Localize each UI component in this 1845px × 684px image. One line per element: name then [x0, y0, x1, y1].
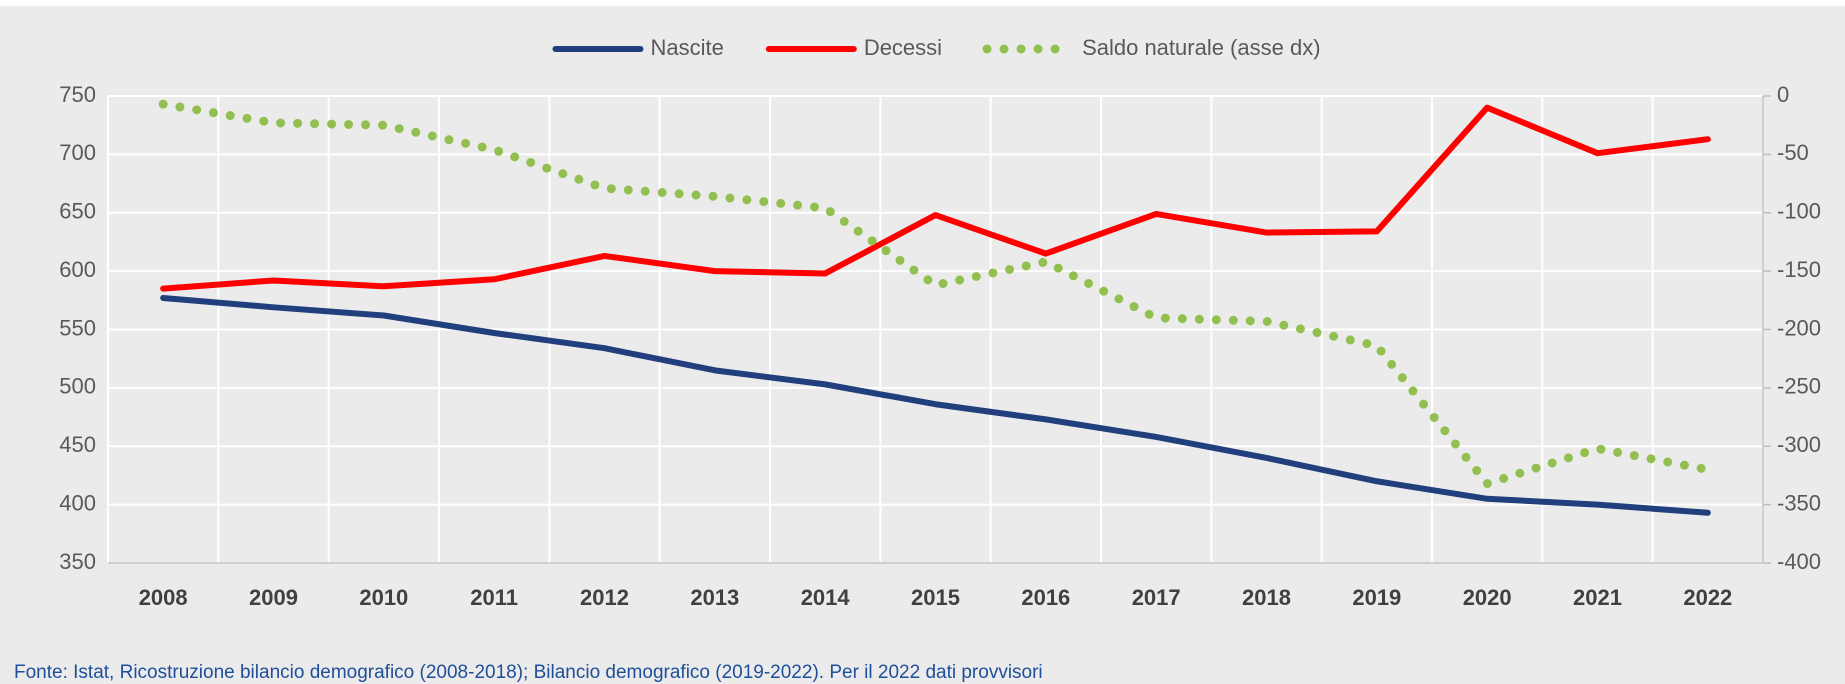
x-tick-label: 2011 [470, 585, 518, 610]
y-tick-label: 450 [59, 432, 96, 457]
x-tick-label: 2018 [1242, 585, 1291, 610]
y2-tick-label: -350 [1777, 490, 1821, 515]
y-tick-label: 350 [59, 549, 96, 574]
y2-tick-label: -400 [1777, 549, 1821, 574]
legend-label: Saldo naturale (asse dx) [1082, 35, 1320, 60]
y-tick-label: 400 [59, 490, 96, 515]
x-tick-label: 2008 [139, 585, 188, 610]
y-tick-label: 650 [59, 199, 96, 224]
x-tick-label: 2014 [801, 585, 851, 610]
legend-label: Nascite [650, 35, 723, 60]
x-tick-label: 2016 [1021, 585, 1070, 610]
y2-tick-label: -300 [1777, 432, 1821, 457]
x-tick-label: 2022 [1683, 585, 1732, 610]
y-tick-label: 500 [59, 374, 96, 399]
x-tick-label: 2010 [359, 585, 408, 610]
y2-tick-label: 0 [1777, 82, 1789, 107]
series-line [160, 294, 1711, 516]
y2-tick-label: -150 [1777, 257, 1821, 282]
x-tick-label: 2012 [580, 585, 629, 610]
y2-tick-label: -250 [1777, 374, 1821, 399]
y-tick-label: 700 [59, 140, 96, 165]
series-line [160, 104, 1711, 292]
x-tick-label: 2009 [249, 585, 298, 610]
x-tick-label: 2019 [1352, 585, 1401, 610]
y2-tick-label: -50 [1777, 140, 1809, 165]
legend-label: Decessi [864, 35, 942, 60]
x-tick-label: 2020 [1463, 585, 1512, 610]
y2-tick-label: -200 [1777, 315, 1821, 340]
y-tick-label: 750 [59, 82, 96, 107]
top-border [0, 0, 1845, 6]
x-tick-label: 2021 [1573, 585, 1622, 610]
source-note: Fonte: Istat, Ricostruzione bilancio dem… [14, 662, 1043, 683]
x-tick-label: 2013 [690, 585, 739, 610]
x-tick-label: 2015 [911, 585, 960, 610]
x-tick-label: 2017 [1132, 585, 1181, 610]
y-tick-label: 600 [59, 257, 96, 282]
y2-tick-label: -100 [1777, 199, 1821, 224]
y-tick-label: 550 [59, 315, 96, 340]
